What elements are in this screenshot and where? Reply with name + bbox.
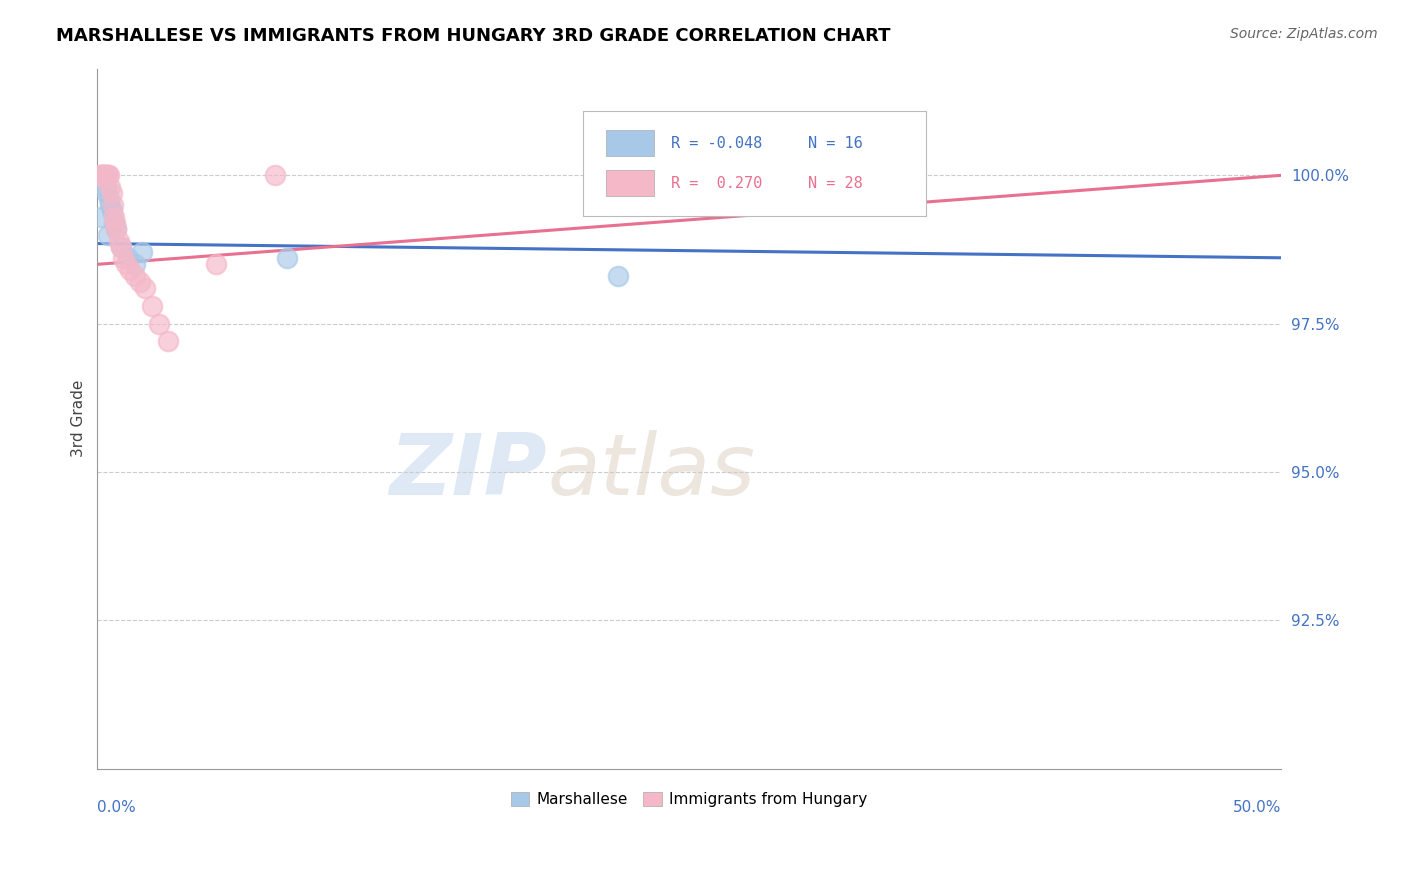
Point xyxy=(90,169,112,183)
Legend: Marshallese, Immigrants from Hungary: Marshallese, Immigrants from Hungary xyxy=(505,786,873,814)
Text: N = 16: N = 16 xyxy=(807,136,862,151)
Text: 0.0%: 0.0% xyxy=(97,800,136,815)
Point xyxy=(110,239,132,253)
Point xyxy=(129,275,152,289)
Point xyxy=(98,169,121,183)
Point xyxy=(148,317,170,331)
Point xyxy=(91,169,114,183)
FancyBboxPatch shape xyxy=(582,111,927,216)
Text: R = -0.048: R = -0.048 xyxy=(672,136,762,151)
Text: R =  0.270: R = 0.270 xyxy=(672,176,762,191)
Point xyxy=(97,169,120,183)
Point xyxy=(105,221,128,235)
Point xyxy=(157,334,180,349)
Point xyxy=(89,169,111,183)
Text: N = 28: N = 28 xyxy=(807,176,862,191)
Text: ZIP: ZIP xyxy=(389,431,547,514)
Point xyxy=(276,252,298,266)
Text: MARSHALLESE VS IMMIGRANTS FROM HUNGARY 3RD GRADE CORRELATION CHART: MARSHALLESE VS IMMIGRANTS FROM HUNGARY 3… xyxy=(56,27,891,45)
Point xyxy=(104,216,127,230)
Y-axis label: 3rd Grade: 3rd Grade xyxy=(72,380,86,458)
Point xyxy=(103,210,125,224)
Point xyxy=(131,245,153,260)
FancyBboxPatch shape xyxy=(606,130,654,156)
Point xyxy=(91,169,114,183)
Point xyxy=(105,221,128,235)
Point xyxy=(204,257,226,271)
Text: atlas: atlas xyxy=(547,431,755,514)
Point xyxy=(93,169,115,183)
Point xyxy=(112,252,135,266)
Point xyxy=(90,210,112,224)
Point xyxy=(124,257,146,271)
Point xyxy=(98,192,121,206)
Point xyxy=(93,169,115,183)
Point xyxy=(110,239,132,253)
FancyBboxPatch shape xyxy=(606,170,654,196)
Point xyxy=(94,169,117,183)
Point xyxy=(107,234,129,248)
Point xyxy=(96,169,118,183)
Point xyxy=(120,263,142,277)
Point xyxy=(141,299,163,313)
Point xyxy=(101,198,124,212)
Point xyxy=(124,269,146,284)
Text: Source: ZipAtlas.com: Source: ZipAtlas.com xyxy=(1230,27,1378,41)
Point xyxy=(97,227,120,242)
Text: 50.0%: 50.0% xyxy=(1233,800,1281,815)
Point xyxy=(264,169,287,183)
Point xyxy=(100,186,122,201)
Point xyxy=(134,281,156,295)
Point xyxy=(607,269,630,284)
Point xyxy=(96,186,118,201)
Point xyxy=(103,216,125,230)
Point xyxy=(100,180,122,194)
Point xyxy=(100,203,122,218)
Point xyxy=(114,257,136,271)
Point xyxy=(117,252,139,266)
Point xyxy=(94,180,117,194)
Point xyxy=(100,198,122,212)
